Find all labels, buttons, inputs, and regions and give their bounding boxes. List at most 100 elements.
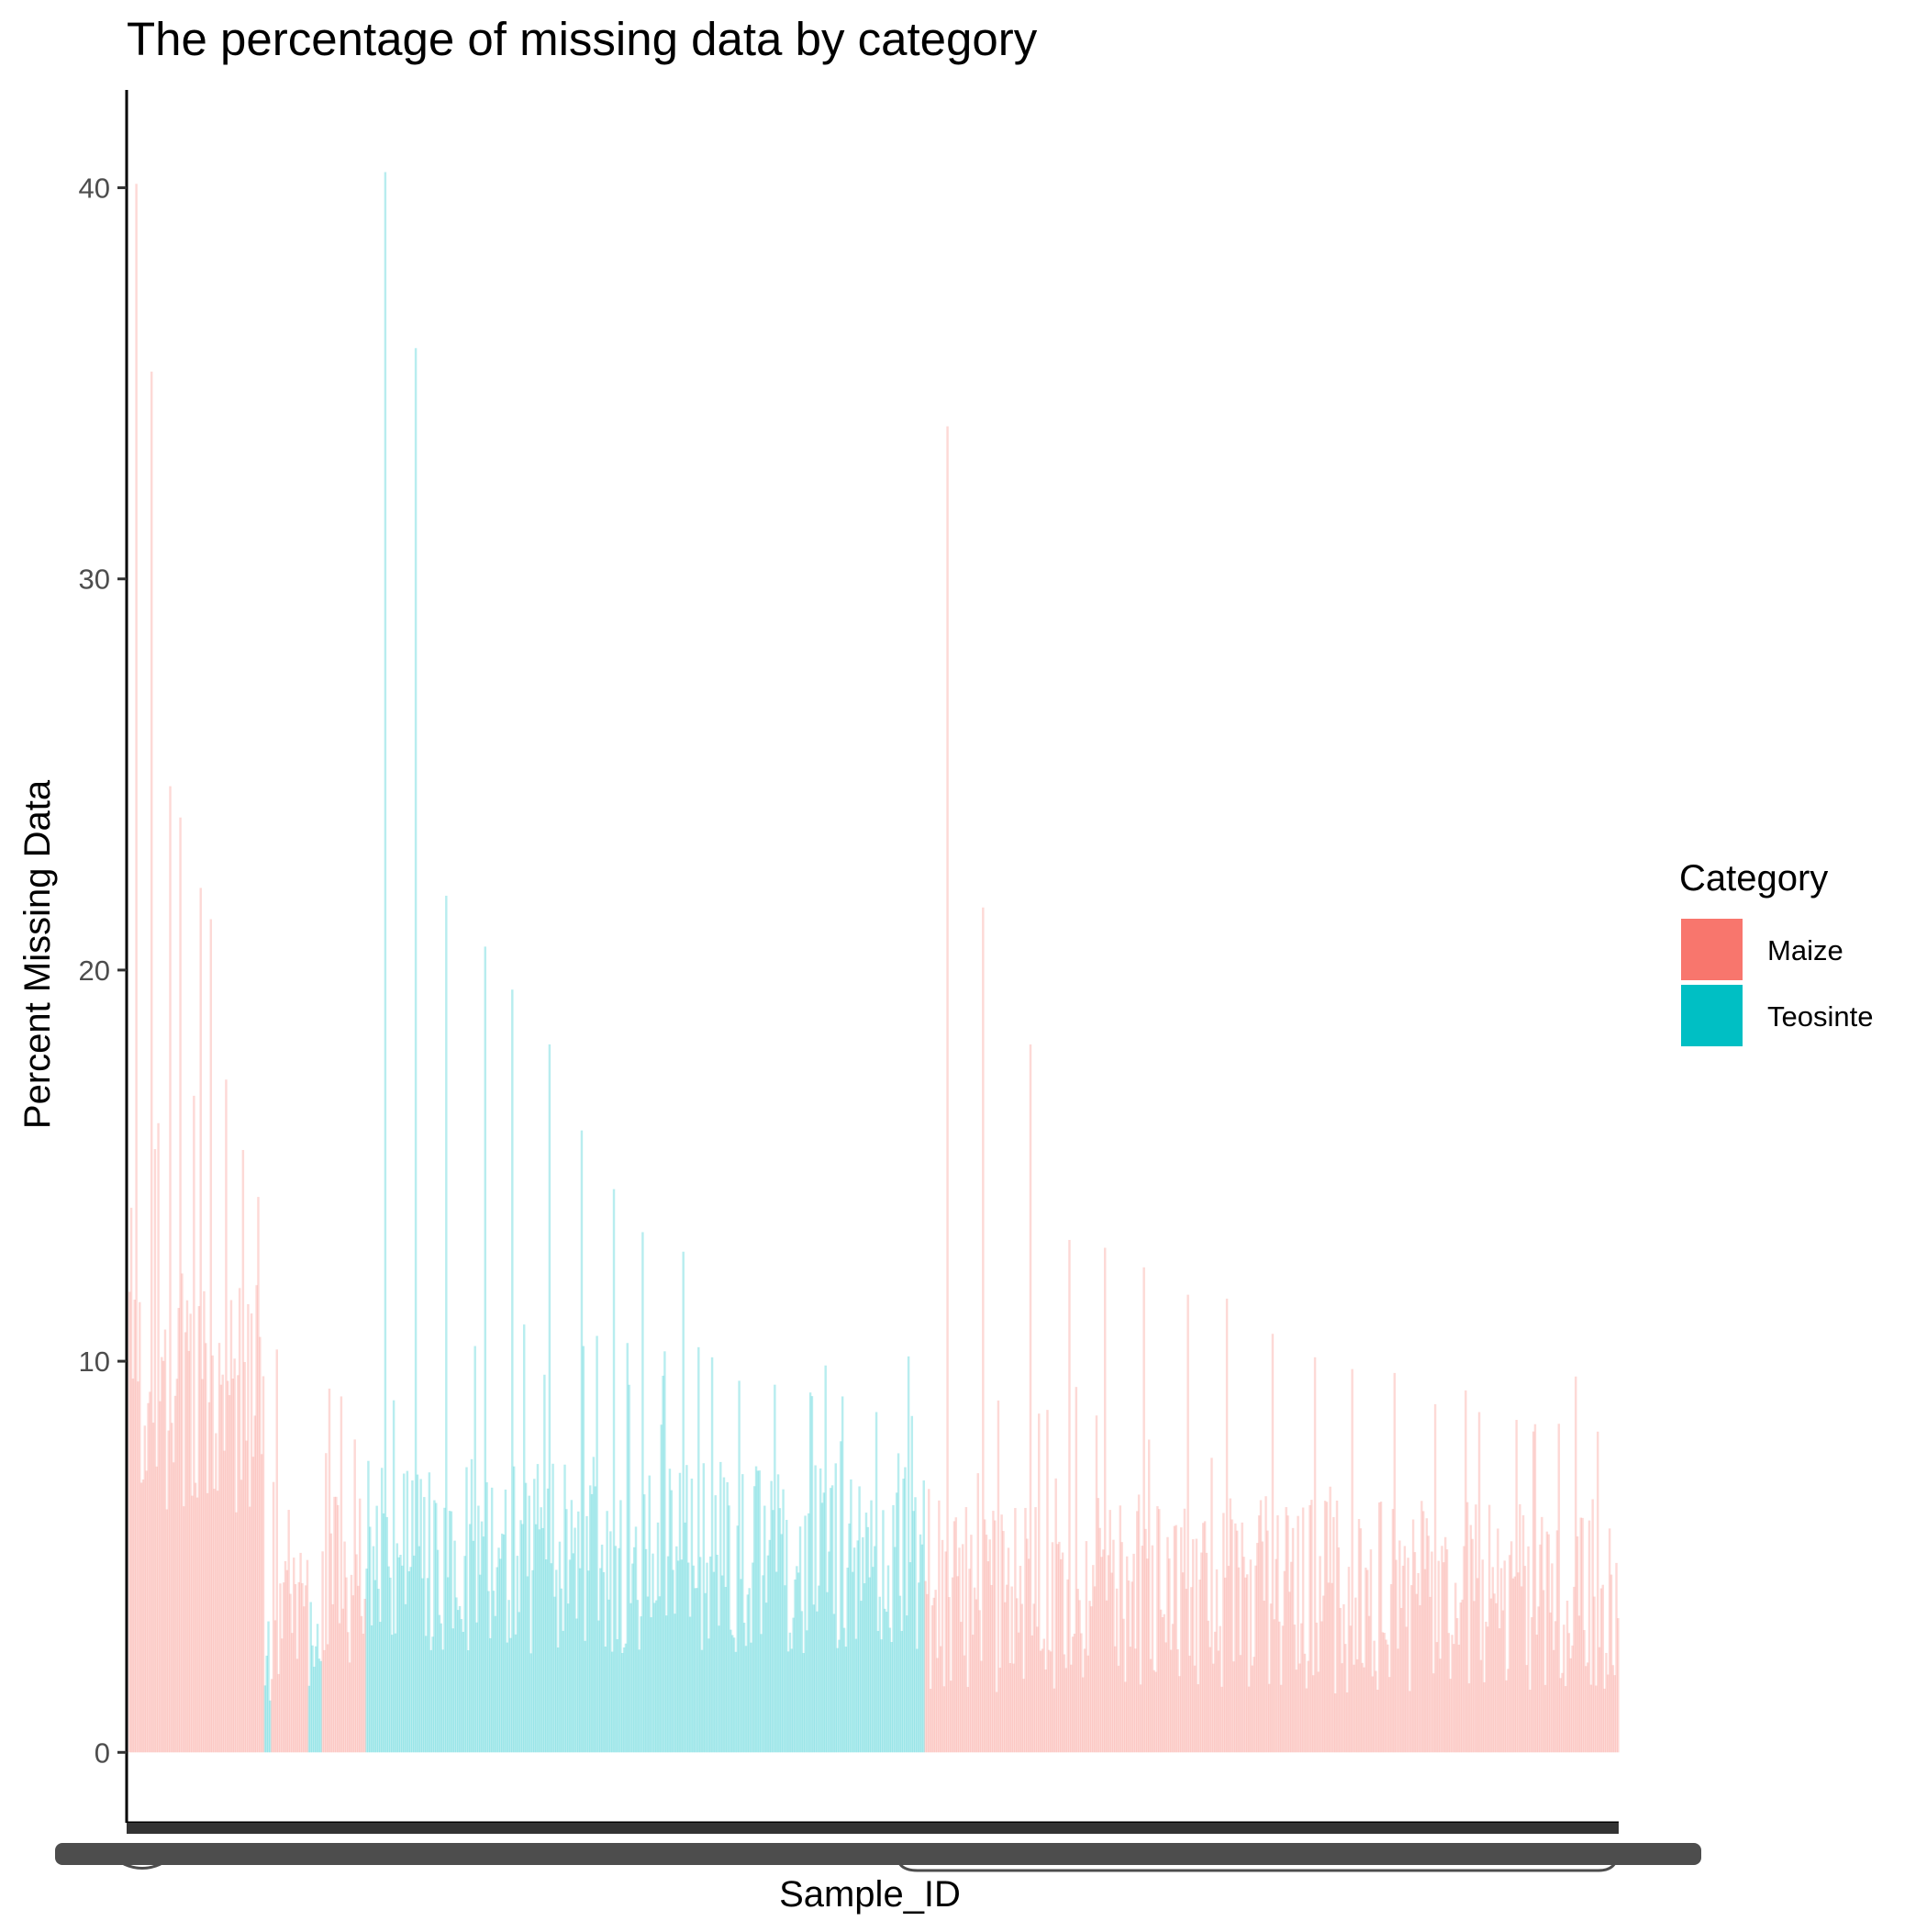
bar-maize [299,1552,302,1753]
bar-maize [1180,1527,1183,1753]
bar-teosinte [555,1569,558,1753]
legend-swatch-teosinte [1681,985,1743,1046]
bar-teosinte [722,1477,726,1753]
bar-teosinte [894,1547,897,1753]
bar-teosinte [609,1531,612,1753]
bar-teosinte [668,1469,672,1753]
bar-teosinte [433,1500,436,1753]
bar-teosinte [431,1636,434,1753]
bar-maize [1549,1612,1552,1753]
bar-teosinte [575,1618,578,1753]
bar-maize [1297,1515,1299,1753]
bar-maize [1124,1681,1127,1753]
bar-teosinte [744,1646,748,1753]
bar-teosinte [658,1596,662,1753]
bar-maize [1520,1586,1523,1753]
bar-teosinte [860,1601,863,1753]
bar-maize [1203,1521,1207,1753]
bar-maize [1485,1621,1487,1753]
bar-teosinte [460,1619,463,1753]
bar-teosinte [307,1685,311,1753]
bar-maize [1435,1642,1439,1753]
bar-teosinte [665,1615,668,1753]
bar-maize [1056,1544,1059,1753]
bar-maize [177,1308,180,1753]
bar-teosinte [494,1615,497,1753]
bar-maize [1559,1678,1562,1753]
bar-maize [159,1401,162,1753]
bar-maize [133,1300,136,1753]
bar-maize [1247,1686,1251,1753]
bar-maize [1205,1552,1209,1753]
bar-maize [1467,1683,1471,1753]
bar-maize [1088,1601,1091,1753]
bar-teosinte [416,1474,419,1753]
bar-teosinte [618,1547,620,1753]
bar-teosinte [465,1467,468,1753]
y-tick-label: 30 [79,564,110,596]
bar-maize [972,1635,975,1753]
bar-teosinte [440,1623,443,1753]
bar-teosinte [698,1557,702,1753]
bar-maize [997,1400,1000,1753]
bar-maize [941,1539,944,1753]
bar-maize [161,1357,163,1753]
bar-teosinte [606,1511,608,1753]
bar-maize [243,1361,246,1753]
bar-maize [1273,1619,1275,1753]
bar-maize [1285,1507,1287,1753]
bar-teosinte [850,1479,852,1753]
bar-maize [1193,1665,1197,1753]
bar-maize [157,1122,160,1753]
bar-maize [329,1533,333,1753]
bar-maize [1598,1647,1601,1753]
bar-teosinte [384,172,387,1753]
bar-teosinte [874,1412,878,1753]
bar-maize [169,786,172,1753]
bar-teosinte [472,1540,475,1753]
bar-maize [1465,1502,1469,1753]
bar-maize [975,1599,978,1753]
bar-teosinte [638,1649,640,1753]
bar-maize [1016,1598,1019,1753]
bar-maize [1608,1528,1611,1753]
bar-maize [1442,1562,1445,1753]
bar-maize [1246,1574,1249,1753]
bar-maize [995,1692,998,1753]
bar-maize [1154,1671,1157,1753]
bar-maize [1281,1625,1285,1753]
bar-maize [348,1662,351,1753]
bar-teosinte [868,1577,871,1753]
bar-maize [1039,1650,1042,1753]
bar-teosinte [864,1513,868,1753]
bar-maize [1024,1507,1027,1753]
bar-teosinte [838,1639,841,1753]
bar-teosinte [485,1482,488,1753]
bar-teosinte [822,1492,826,1753]
bar-maize [1139,1684,1142,1753]
bar-teosinte [607,1599,610,1753]
bar-maize [978,1610,981,1753]
bar-maize [1525,1665,1528,1753]
bar-maize [1146,1558,1149,1753]
bar-maize [343,1541,346,1753]
bar-teosinte [470,1458,473,1753]
bar-maize [1595,1685,1598,1753]
bar-teosinte [650,1617,652,1753]
bar-maize [1022,1679,1025,1753]
bar-maize [1554,1621,1557,1753]
bar-teosinte [830,1488,832,1753]
bar-teosinte [457,1610,460,1753]
bar-teosinte [574,1527,576,1753]
bar-maize [1190,1587,1193,1753]
bar-maize [1342,1603,1345,1753]
bar-maize [360,1615,363,1753]
bar-maize [128,1291,131,1753]
bar-maize [1234,1523,1237,1753]
bar-teosinte [563,1464,566,1753]
bar-maize [1076,1589,1079,1753]
bar-maize [1567,1633,1571,1753]
bar-maize [1136,1511,1139,1753]
bar-maize [1311,1675,1315,1753]
bar-teosinte [616,1638,618,1753]
